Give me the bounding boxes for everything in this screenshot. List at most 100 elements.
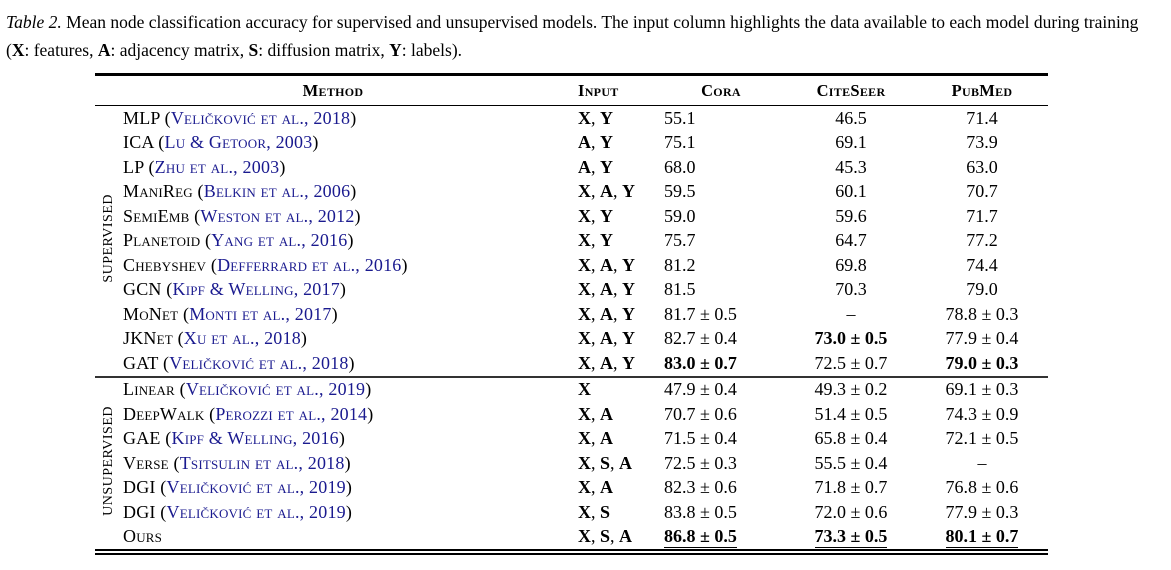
citation-link[interactable]: Veličković et al., 2019 (166, 477, 346, 498)
accuracy-value: 74.4 (966, 254, 998, 275)
citation-link[interactable]: Perozzi et al., 2014 (215, 403, 368, 424)
accuracy-value: 68.0 (664, 156, 696, 177)
accuracy-value: 77.9 ± 0.3 (945, 501, 1019, 522)
accuracy-value: 71.8 ± 0.7 (814, 477, 888, 498)
input-cell: X, S, A (578, 526, 633, 547)
citation-link[interactable]: Veličković et al., 2019 (166, 501, 346, 522)
accuracy-value: 63.0 (966, 156, 998, 177)
citation-link[interactable]: Lu & Getoor, 2003 (164, 132, 313, 153)
value-cell-cora: 59.0 (656, 204, 786, 229)
method-name: ManiReg (123, 181, 193, 202)
method-name: GCN (123, 279, 162, 300)
value-cell-pubmed: 76.8 ± 0.6 (916, 476, 1048, 501)
accuracy-value: 70.7 ± 0.6 (664, 403, 737, 424)
value-cell-pubmed: 74.3 ± 0.9 (916, 402, 1048, 427)
column-header-method: Method (302, 80, 364, 100)
accuracy-value: 79.0 ± 0.3 (945, 352, 1019, 373)
value-cell-citeseer: 51.4 ± 0.5 (786, 402, 916, 427)
table-row: GAE (Kipf & Welling, 2016) X, A 71.5 ± 0.4… (95, 427, 1048, 452)
accuracy-value: 83.8 ± 0.5 (664, 501, 737, 522)
method-cell: JKNet (Xu et al., 2018) (123, 328, 308, 349)
table-row: MoNet (Monti et al., 2017) X, A, Y 81.7 ± … (95, 302, 1048, 327)
section-label-unsupervised: Unsupervised (95, 377, 123, 553)
citation-link[interactable]: Zhu et al., 2003 (154, 156, 280, 177)
value-cell-cora: 81.7 ± 0.5 (656, 302, 786, 327)
method-cell: MoNet (Monti et al., 2017) (123, 303, 338, 324)
accuracy-value: 75.1 (664, 132, 696, 153)
method-name: Verse (123, 452, 169, 473)
value-cell-cora: 72.5 ± 0.3 (656, 451, 786, 476)
table-row: JKNet (Xu et al., 2018) X, A, Y 82.7 ± 0.4… (95, 327, 1048, 352)
method-cell: Ours (123, 525, 571, 553)
accuracy-value: 79.0 (966, 279, 998, 300)
accuracy-value: 82.7 ± 0.4 (664, 328, 737, 349)
method-cell: Planetoid (Yang et al., 2016) (123, 230, 354, 251)
method-cell: ManiReg (Belkin et al., 2006) (123, 181, 357, 202)
citation-link[interactable]: Monti et al., 2017 (189, 303, 332, 324)
caption-text: Mean node classification accuracy for su… (6, 12, 1139, 60)
method-name: MoNet (123, 303, 179, 324)
citation-link[interactable]: Yang et al., 2016 (211, 230, 348, 251)
method-cell: GAT (Veličković et al., 2018) (123, 352, 355, 373)
accuracy-value: 73.0 ± 0.5 (814, 328, 888, 349)
value-cell-cora: 70.7 ± 0.6 (656, 402, 786, 427)
value-cell-cora: 81.5 (656, 278, 786, 303)
table-row: Unsupervised Linear (Veličković et al., 2… (95, 377, 1048, 515)
table-header: Method Input Cora CiteSeer PubMed (95, 75, 1048, 106)
accuracy-value: 78.8 ± 0.3 (945, 303, 1019, 324)
value-cell-citeseer: 65.8 ± 0.4 (786, 427, 916, 452)
accuracy-value: 49.3 ± 0.2 (814, 379, 888, 400)
accuracy-value: – (846, 303, 856, 324)
value-cell-pubmed: 63.0 (916, 155, 1048, 180)
method-name: ICA (123, 132, 154, 153)
citation-link[interactable]: Veličković et al., 2019 (185, 379, 366, 400)
table-row: Verse (Tsitsulin et al., 2018) X, S, A 72.… (95, 451, 1048, 476)
method-name: MLP (123, 107, 160, 128)
citation-link[interactable]: Defferrard et al., 2016 (217, 254, 402, 275)
accuracy-value: 55.5 ± 0.4 (814, 452, 888, 473)
value-cell-citeseer: – (786, 302, 916, 327)
accuracy-value: 60.1 (835, 181, 867, 202)
value-cell-cora: 86.8 ± 0.5 (656, 525, 786, 553)
citation-link[interactable]: Tsitsulin et al., 2018 (179, 452, 345, 473)
accuracy-value: 80.1 ± 0.7 (945, 526, 1019, 548)
accuracy-value: 74.3 ± 0.9 (945, 403, 1019, 424)
accuracy-value: 81.5 (664, 279, 696, 300)
column-header-input: Input (578, 80, 619, 100)
value-cell-cora: 55.1 (656, 106, 786, 131)
results-table: Method Input Cora CiteSeer PubMed Superv… (95, 73, 1048, 555)
accuracy-value: 69.1 ± 0.3 (945, 379, 1019, 400)
citation-link[interactable]: Weston et al., 2012 (200, 205, 355, 226)
method-name: Linear (123, 379, 175, 400)
citation-link[interactable]: Kipf & Welling, 2017 (172, 279, 340, 300)
citation-link[interactable]: Veličković et al., 2018 (170, 107, 351, 128)
accuracy-value: 69.8 (835, 254, 867, 275)
method-name: GAT (123, 352, 159, 373)
accuracy-value: 46.5 (835, 107, 867, 128)
input-cell: X, S, A (578, 452, 633, 473)
input-cell: X, Y (578, 230, 613, 251)
accuracy-value: 72.5 ± 0.7 (814, 352, 888, 373)
citation-link[interactable]: Belkin et al., 2006 (203, 181, 351, 202)
citation-link[interactable]: Kipf & Welling, 2016 (171, 428, 339, 449)
input-cell: X, A (578, 477, 613, 498)
accuracy-value: 83.0 ± 0.7 (664, 352, 737, 373)
citation-link[interactable]: Xu et al., 2018 (183, 328, 301, 349)
input-cell: X, A, Y (578, 303, 635, 324)
input-cell: X, A, Y (578, 279, 635, 300)
method-name: DeepWalk (123, 403, 205, 424)
value-cell-pubmed: 73.9 (916, 131, 1048, 156)
accuracy-value: 72.0 ± 0.6 (814, 501, 888, 522)
method-cell: GAE (Kipf & Welling, 2016) (123, 428, 346, 449)
accuracy-value: 65.8 ± 0.4 (814, 428, 888, 449)
value-cell-pubmed: 69.1 ± 0.3 (916, 377, 1048, 403)
method-cell: DGI (Veličković et al., 2019) (123, 501, 353, 522)
value-cell-pubmed: 78.8 ± 0.3 (916, 302, 1048, 327)
value-cell-cora: 59.5 (656, 180, 786, 205)
accuracy-value: 71.7 (966, 205, 998, 226)
table-row: DGI (Veličković et al., 2019) X, S 83.8 ± … (95, 500, 1048, 525)
citation-link[interactable]: Veličković et al., 2018 (169, 352, 349, 373)
accuracy-value: 70.7 (966, 181, 998, 202)
method-cell: MLP (Veličković et al., 2018) (123, 107, 357, 128)
